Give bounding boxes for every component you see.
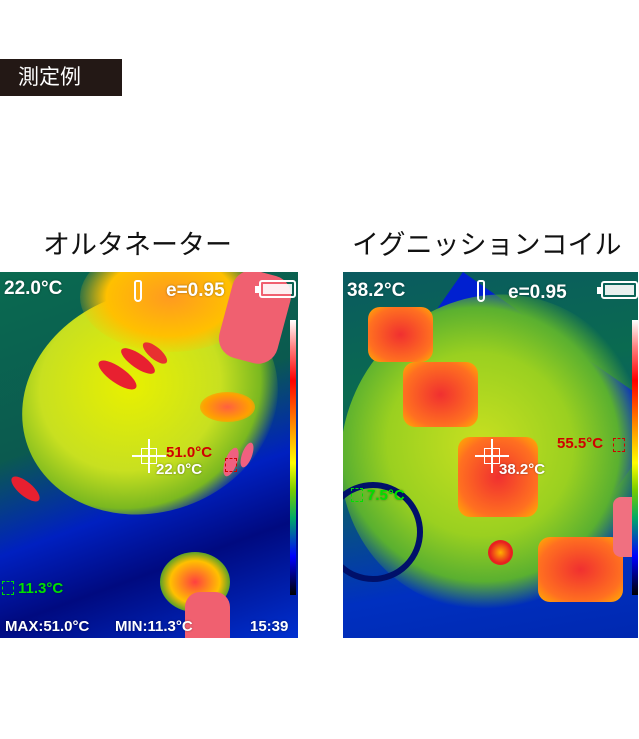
thermal-image-ignition-coil: 38.2°C e=0.95 38.2°C 55.5°C 7.5°C <box>343 272 638 638</box>
max-marker-temperature: 51.0°C <box>166 444 213 461</box>
min-marker-icon <box>2 581 14 595</box>
max-marker-temperature: 55.5°C <box>557 435 604 452</box>
battery-icon <box>597 281 638 299</box>
cursor-temperature: 38.2°C <box>499 461 546 478</box>
caption-ignition-coil: イグニッションコイル <box>352 230 622 261</box>
max-label: MAX:51.0°C <box>5 618 90 635</box>
min-marker-temperature: 11.3°C <box>18 580 64 597</box>
measurement-example-badge: 測定例 <box>0 59 122 96</box>
clock-time: 15:39 <box>250 618 289 635</box>
max-marker-icon <box>225 458 237 472</box>
center-temperature: 22.0°C <box>4 278 63 299</box>
thermometer-icon <box>477 280 485 302</box>
thermal-image-alternator: 22.0°C e=0.95 51.0°C 22.0°C 11.3°C MAX:5… <box>0 272 298 638</box>
color-scale-bar <box>632 320 638 595</box>
min-label: MIN:11.3°C <box>115 618 193 635</box>
caption-alternator: オルタネーター <box>43 230 232 261</box>
crosshair-icon <box>132 439 166 473</box>
min-marker-temperature: 7.5°C <box>367 487 405 504</box>
battery-icon <box>255 280 296 298</box>
emissivity: e=0.95 <box>508 282 567 303</box>
color-scale-bar <box>290 320 296 595</box>
crosshair-icon <box>475 439 509 473</box>
cursor-temperature: 22.0°C <box>156 461 203 478</box>
thermometer-icon <box>134 280 142 302</box>
center-temperature: 38.2°C <box>347 280 406 301</box>
max-marker-icon <box>613 438 625 452</box>
emissivity: e=0.95 <box>166 280 225 301</box>
min-marker-icon <box>351 488 363 502</box>
